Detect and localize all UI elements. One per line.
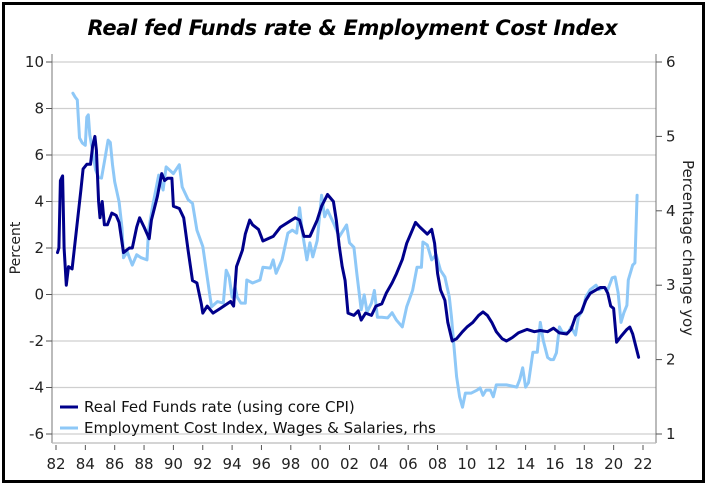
x-tick-label: 10 [457,455,476,473]
x-tick-label: 08 [428,455,447,473]
legend-label: Real Fed Funds rate (using core CPI) [84,398,355,416]
x-tick-label: 16 [545,455,564,473]
y-tick-label: 6 [34,146,44,164]
legend-label: Employment Cost Index, Wages & Salaries,… [84,419,436,437]
y2-tick-label: 4 [666,202,676,220]
x-tick-label: 84 [76,455,95,473]
y2-tick-label: 5 [666,127,676,145]
x-tick-label: 22 [633,455,652,473]
y-tick-label: -6 [29,425,44,443]
x-tick-label: 18 [575,455,594,473]
y-tick-label: -4 [29,379,44,397]
y2-tick-label: 2 [666,351,676,369]
x-tick-label: 20 [604,455,623,473]
x-tick-label: 88 [135,455,154,473]
x-tick-label: 12 [487,455,506,473]
x-tick-label: 04 [369,455,388,473]
y-tick-label: 8 [34,100,44,118]
x-tick-label: 94 [223,455,242,473]
x-tick-label: 82 [46,455,65,473]
x-tick-label: 90 [164,455,183,473]
x-tick-label: 14 [516,455,535,473]
y-axis-title: Percent [8,221,24,274]
y2-tick-label: 3 [666,276,676,294]
y2-tick-label: 6 [666,53,676,71]
y2-axis-title: Percentage change yoy [679,160,697,336]
x-tick-label: 00 [311,455,330,473]
x-tick-label: 98 [281,455,300,473]
y-tick-label: -2 [29,332,44,350]
series-line-real-fed-funds [56,134,641,359]
y-tick-label: 10 [25,53,44,71]
series-line-eci-wages [71,91,639,409]
y-tick-label: 0 [34,286,44,304]
y-tick-label: 4 [34,193,44,211]
x-tick-label: 96 [252,455,271,473]
x-tick-label: 06 [399,455,418,473]
x-tick-label: 02 [340,455,359,473]
y-tick-label: 2 [34,239,44,257]
chart-title: Real fed Funds rate & Employment Cost In… [87,16,618,40]
y2-tick-label: 1 [666,425,676,443]
legend: Real Fed Funds rate (using core CPI) Empl… [60,398,436,437]
x-tick-label: 92 [193,455,212,473]
x-tick-label: 86 [105,455,124,473]
series-group [56,91,641,409]
